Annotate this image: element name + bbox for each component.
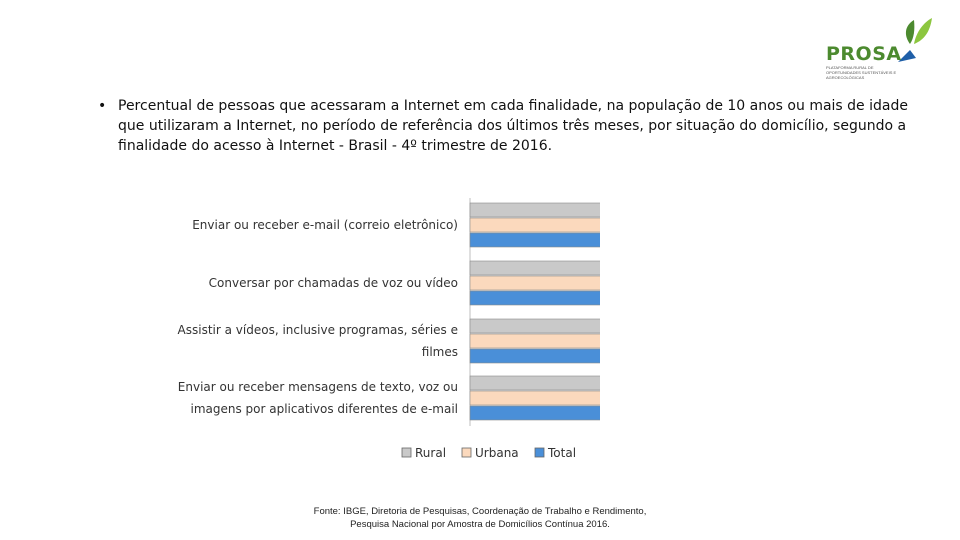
bar-total <box>469 405 600 421</box>
bar-urbana <box>469 333 600 349</box>
category-label: imagens por aplicativos diferentes de e-… <box>190 402 458 416</box>
bar-total <box>469 290 600 306</box>
bullet-text: Percentual de pessoas que acessaram a In… <box>118 98 908 154</box>
source-line-2: Pesquisa Nacional por Amostra de Domicíl… <box>350 519 610 530</box>
logo-subtitle: PLATAFORMA RURAL DE OPORTUNIDADES SUSTEN… <box>826 65 897 80</box>
legend-swatch-total <box>534 447 545 458</box>
bar-total <box>469 348 600 364</box>
bar-total <box>469 232 600 248</box>
category-label: Conversar por chamadas de voz ou vídeo <box>209 276 458 290</box>
leaf-icon <box>898 18 932 62</box>
bullet-paragraph: • Percentual de pessoas que acessaram a … <box>98 96 918 156</box>
legend-swatch-urbana <box>461 447 472 458</box>
bar-urbana <box>469 217 600 233</box>
bar-rural <box>469 318 600 334</box>
bullet-marker: • <box>98 98 107 114</box>
prosa-logo: PROSA PLATAFORMA RURAL DE OPORTUNIDADES … <box>822 14 932 84</box>
legend-label: Rural <box>415 446 446 460</box>
category-label: filmes <box>422 345 458 359</box>
source-line-1: Fonte: IBGE, Diretoria de Pesquisas, Coo… <box>313 506 647 517</box>
legend-label: Total <box>547 446 576 460</box>
category-label: Enviar ou receber e-mail (correio eletrô… <box>192 218 458 232</box>
logo-wordmark: PROSA <box>826 43 902 65</box>
bar-rural <box>469 202 600 218</box>
bar-urbana <box>469 390 600 406</box>
bar-rural <box>469 375 600 391</box>
category-label: Enviar ou receber mensagens de texto, vo… <box>178 380 458 394</box>
legend-label: Urbana <box>475 446 519 460</box>
bar-urbana <box>469 275 600 291</box>
bar-rural <box>469 260 600 276</box>
legend-swatch-rural <box>401 447 412 458</box>
bar-chart: Enviar ou receber e-mail (correio eletrô… <box>178 198 600 460</box>
source-note: Fonte: IBGE, Diretoria de Pesquisas, Coo… <box>240 505 720 531</box>
category-label: Assistir a vídeos, inclusive programas, … <box>178 323 458 337</box>
